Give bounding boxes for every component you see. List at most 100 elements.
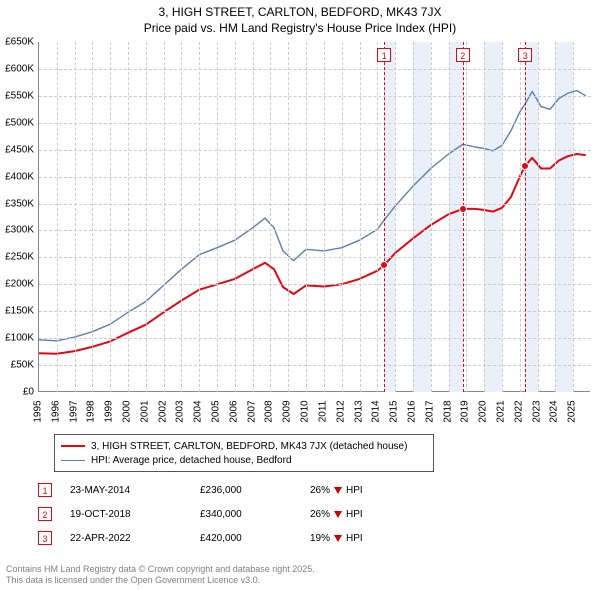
x-axis-label: 2010 xyxy=(300,400,311,424)
x-axis-label: 2005 xyxy=(211,400,222,424)
x-axis-label: 2017 xyxy=(424,400,435,424)
x-axis-label: 2004 xyxy=(193,400,204,424)
sales-date: 19-OCT-2018 xyxy=(70,509,200,520)
title-line2: Price paid vs. HM Land Registry's House … xyxy=(0,20,600,36)
x-axis-label: 2014 xyxy=(371,400,382,424)
gridline-v xyxy=(449,42,450,392)
y-axis-label: £650K xyxy=(5,37,34,48)
sales-row-marker: 3 xyxy=(38,531,52,545)
gridline-v xyxy=(555,42,556,392)
gridline-v xyxy=(253,42,254,392)
x-axis-label: 2022 xyxy=(513,400,524,424)
x-axis-label: 2018 xyxy=(442,400,453,424)
sales-diff-pct: 26% xyxy=(310,485,330,496)
gridline-v xyxy=(413,42,414,392)
x-axis-label: 2011 xyxy=(317,400,328,424)
gridline-h xyxy=(39,338,591,339)
gridline-v xyxy=(110,42,111,392)
arrow-down-icon xyxy=(334,487,342,494)
gridline-v xyxy=(146,42,147,392)
sales-row: 1 23-MAY-2014£236,00026%HPI xyxy=(38,478,420,502)
gridline-h xyxy=(39,123,591,124)
x-axis-label: 2009 xyxy=(282,400,293,424)
y-axis-label: £450K xyxy=(5,144,34,155)
x-axis-label: 2023 xyxy=(531,400,542,424)
sales-date: 23-MAY-2014 xyxy=(70,485,200,496)
x-axis-label: 2008 xyxy=(264,400,275,424)
chart-zone: 123 £0£50K£100K£150K£200K£250K£300K£350K… xyxy=(38,42,590,420)
gridline-v xyxy=(484,42,485,392)
x-axis-label: 2002 xyxy=(157,400,168,424)
gridline-h xyxy=(39,96,591,97)
x-axis-label: 2016 xyxy=(406,400,417,424)
sale-marker-box: 3 xyxy=(518,48,532,62)
gridline-h xyxy=(39,177,591,178)
x-axis-label: 1998 xyxy=(86,400,97,424)
x-axis-label: 2007 xyxy=(246,400,257,424)
gridline-v xyxy=(235,42,236,392)
y-axis-label: £600K xyxy=(5,63,34,74)
y-axis-label: £100K xyxy=(5,333,34,344)
x-axis-label: 2015 xyxy=(389,400,400,424)
legend-swatch xyxy=(61,460,85,461)
gridline-v xyxy=(395,42,396,392)
x-axis-label: 1995 xyxy=(33,400,44,424)
legend-item: 3, HIGH STREET, CARLTON, BEDFORD, MK43 7… xyxy=(61,439,427,453)
gridline-h xyxy=(39,69,591,70)
sales-price: £236,000 xyxy=(200,485,310,496)
gridline-h xyxy=(39,230,591,231)
y-axis-label: £350K xyxy=(5,198,34,209)
gridline-v xyxy=(360,42,361,392)
line-layer xyxy=(39,42,591,392)
sales-diff-suffix: HPI xyxy=(346,533,363,544)
series-property xyxy=(39,154,586,354)
sales-table: 123-MAY-2014£236,00026%HPI219-OCT-2018£3… xyxy=(38,478,420,550)
gridline-v xyxy=(92,42,93,392)
legend-swatch xyxy=(61,445,85,447)
x-axis-label: 1997 xyxy=(68,400,79,424)
x-axis-label: 1999 xyxy=(104,400,115,424)
gridline-v xyxy=(306,42,307,392)
y-axis-label: £300K xyxy=(5,225,34,236)
sale-dot xyxy=(380,261,388,269)
sales-diff: 26%HPI xyxy=(310,485,420,496)
x-axis-label: 2001 xyxy=(139,400,150,424)
x-axis-label: 1996 xyxy=(50,400,61,424)
gridline-h xyxy=(39,257,591,258)
sales-row: 322-APR-2022£420,00019%HPI xyxy=(38,526,420,550)
gridline-v xyxy=(342,42,343,392)
attribution-line1: Contains HM Land Registry data © Crown c… xyxy=(6,564,594,575)
sales-diff-pct: 19% xyxy=(310,533,330,544)
x-axis-label: 2006 xyxy=(228,400,239,424)
sales-row: 219-OCT-2018£340,00026%HPI xyxy=(38,502,420,526)
gridline-v xyxy=(181,42,182,392)
x-axis-label: 2003 xyxy=(175,400,186,424)
gridline-v xyxy=(466,42,467,392)
gridline-v xyxy=(520,42,521,392)
gridline-h xyxy=(39,284,591,285)
series-hpi xyxy=(39,91,586,341)
y-axis-label: £50K xyxy=(11,360,34,371)
chart-title: 3, HIGH STREET, CARLTON, BEDFORD, MK43 7… xyxy=(0,0,600,36)
sale-marker-line xyxy=(463,42,464,392)
legend-label: 3, HIGH STREET, CARLTON, BEDFORD, MK43 7… xyxy=(91,441,407,452)
gridline-h xyxy=(39,150,591,151)
gridline-v xyxy=(57,42,58,392)
sales-diff: 26%HPI xyxy=(310,509,420,520)
sale-marker-line xyxy=(525,42,526,392)
sale-dot xyxy=(521,162,529,170)
gridline-v xyxy=(75,42,76,392)
sales-date: 22-APR-2022 xyxy=(70,533,200,544)
sale-marker-box: 2 xyxy=(456,48,470,62)
sales-row-marker: 1 xyxy=(38,483,52,497)
gridline-v xyxy=(288,42,289,392)
x-axis-label: 2024 xyxy=(549,400,560,424)
x-axis-label: 2019 xyxy=(460,400,471,424)
attribution-line2: This data is licensed under the Open Gov… xyxy=(6,575,594,586)
gridline-v xyxy=(199,42,200,392)
gridline-v xyxy=(217,42,218,392)
sales-diff-pct: 26% xyxy=(310,509,330,520)
sales-row-marker: 2 xyxy=(38,507,52,521)
arrow-down-icon xyxy=(334,535,342,542)
sale-dot xyxy=(459,205,467,213)
